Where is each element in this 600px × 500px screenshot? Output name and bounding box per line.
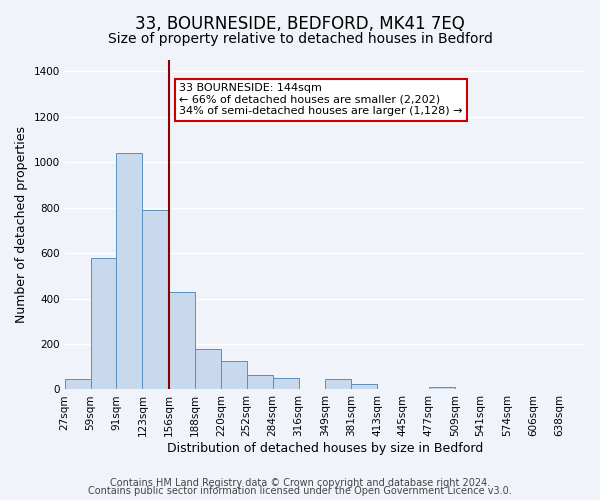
Bar <box>195 349 221 390</box>
X-axis label: Distribution of detached houses by size in Bedford: Distribution of detached houses by size … <box>167 442 483 455</box>
Y-axis label: Number of detached properties: Number of detached properties <box>15 126 28 323</box>
Bar <box>91 258 116 390</box>
Text: Contains public sector information licensed under the Open Government Licence v3: Contains public sector information licen… <box>88 486 512 496</box>
Text: Size of property relative to detached houses in Bedford: Size of property relative to detached ho… <box>107 32 493 46</box>
Bar <box>429 387 455 390</box>
Bar <box>247 374 272 390</box>
Bar <box>221 360 247 390</box>
Text: 33 BOURNESIDE: 144sqm
← 66% of detached houses are smaller (2,202)
34% of semi-d: 33 BOURNESIDE: 144sqm ← 66% of detached … <box>179 83 463 116</box>
Bar <box>142 210 169 390</box>
Text: 33, BOURNESIDE, BEDFORD, MK41 7EQ: 33, BOURNESIDE, BEDFORD, MK41 7EQ <box>135 15 465 33</box>
Bar <box>116 153 142 390</box>
Bar <box>325 379 351 390</box>
Bar <box>65 378 91 390</box>
Bar <box>351 384 377 390</box>
Text: Contains HM Land Registry data © Crown copyright and database right 2024.: Contains HM Land Registry data © Crown c… <box>110 478 490 488</box>
Bar <box>272 378 299 390</box>
Bar <box>169 292 195 390</box>
